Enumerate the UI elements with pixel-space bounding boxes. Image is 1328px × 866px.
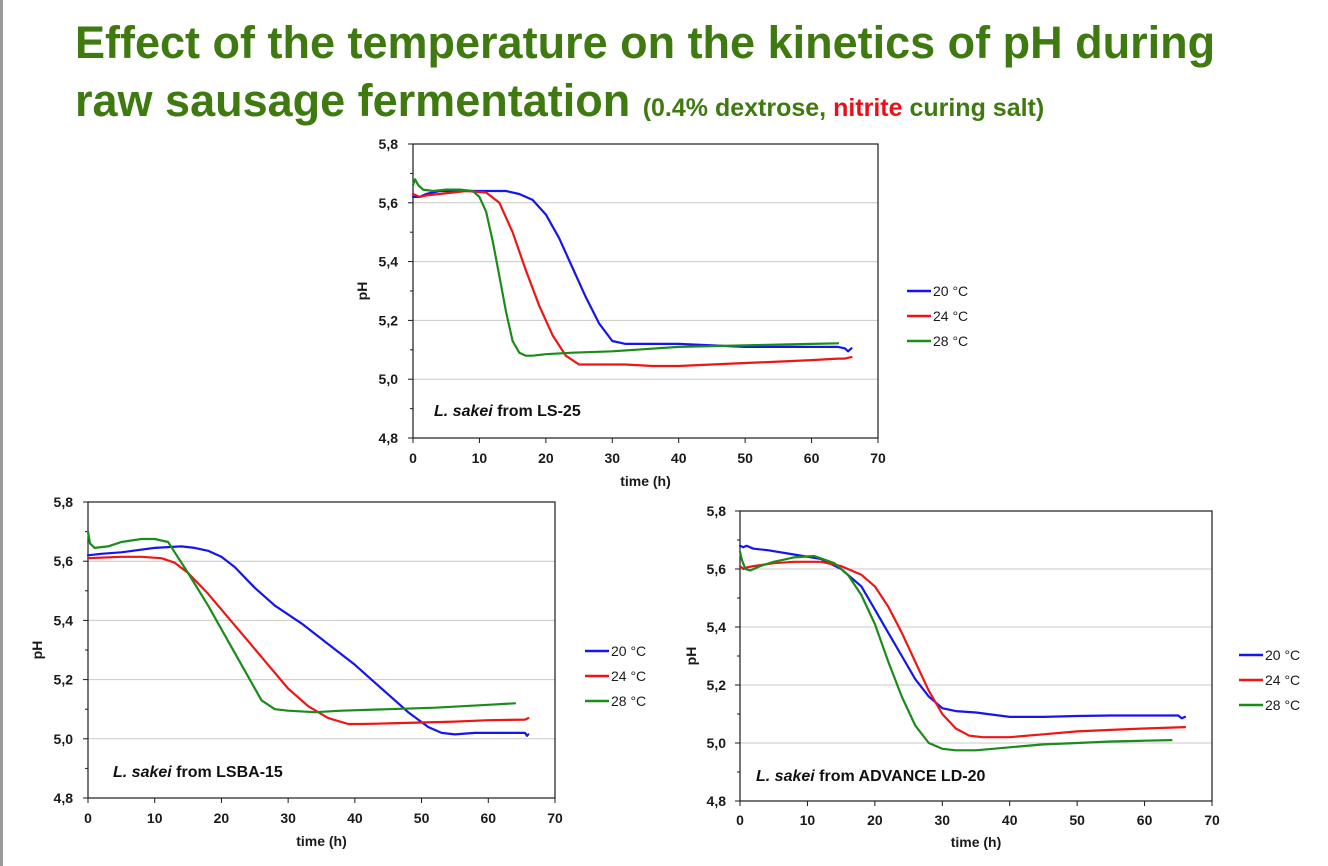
chart-2: 4,8 5,0 5,2 5,4 5,6 5,8 0 10 20 30 40 50 60 70 time (h…	[29, 494, 646, 849]
x-tick-label: 60	[480, 810, 496, 826]
x-tick-label: 60	[1137, 812, 1153, 828]
y-tick-label: 5,8	[54, 494, 74, 510]
y-tick-label: 5,6	[379, 195, 399, 211]
x-tick-label: 50	[414, 810, 430, 826]
x-tick-label: 10	[147, 810, 163, 826]
title-line-1: Effect of the temperature on the kinetic…	[75, 17, 1216, 68]
series-line-20c	[411, 189, 853, 353]
x-tick-label: 70	[870, 450, 886, 466]
x-tick-label: 70	[547, 810, 563, 826]
legend-label: 20 °C	[611, 643, 646, 659]
series-line-28c	[738, 550, 1173, 752]
y-tick-label: 5,4	[54, 612, 74, 628]
legend-label: 20 °C	[933, 283, 968, 299]
y-axis-label: pH	[354, 282, 370, 301]
slide-left-border	[0, 0, 3, 866]
y-tick-label: 5,4	[707, 619, 727, 635]
y-tick-label: 5,6	[54, 553, 74, 569]
y-tick-label: 5,8	[379, 136, 399, 152]
annotation-species: L. sakei	[434, 403, 493, 420]
y-axis-label: pH	[29, 641, 45, 660]
x-tick-label: 40	[347, 810, 363, 826]
x-axis-label: time (h)	[951, 834, 1002, 850]
x-tick-label: 0	[409, 450, 417, 466]
slide-title: Effect of the temperature on the kinetic…	[75, 14, 1315, 137]
y-tick-label: 4,8	[707, 793, 727, 809]
plot-frame	[739, 510, 1213, 802]
y-tick-label: 4,8	[54, 790, 74, 806]
title-line-2-main: raw sausage fermentation	[75, 75, 631, 126]
plot-frame	[87, 501, 556, 799]
chart-annotation: L. sakei from LSBA-15	[113, 764, 283, 781]
x-tick-label: 30	[280, 810, 296, 826]
legend: 20 °C 24 °C 28 °C	[585, 643, 646, 709]
x-tick-label: 10	[472, 450, 488, 466]
y-tick-label: 5,4	[379, 254, 399, 270]
chart-annotation: L. sakei from ADVANCE LD-20	[756, 768, 985, 785]
x-tick-label: 10	[800, 812, 816, 828]
x-tick-label: 30	[604, 450, 620, 466]
x-axis-label: time (h)	[620, 473, 671, 489]
plot-frame	[412, 143, 879, 439]
annotation-species: L. sakei	[113, 764, 172, 781]
y-tick-label: 5,2	[707, 677, 727, 693]
subtitle-open: (0.4% dextrose,	[642, 94, 834, 122]
legend-label: 20 °C	[1265, 647, 1300, 663]
y-tick-label: 5,8	[707, 503, 727, 519]
series-line-20c	[86, 545, 530, 737]
legend: 20 °C 24 °C 28 °C	[907, 283, 968, 349]
x-tick-label: 50	[737, 450, 753, 466]
y-tick-label: 5,2	[54, 672, 74, 688]
x-axis-label: time (h)	[296, 833, 347, 849]
series-line-20c	[738, 544, 1187, 720]
legend: 20 °C 24 °C 28 °C	[1239, 647, 1300, 713]
annotation-species: L. sakei	[756, 768, 815, 785]
x-tick-label: 0	[736, 812, 744, 828]
y-tick-label: 5,6	[707, 561, 727, 577]
series-line-28c	[411, 178, 840, 357]
y-tick-label: 5,0	[54, 731, 74, 747]
series-line-28c	[86, 530, 517, 714]
series-line-24c	[411, 189, 853, 368]
x-tick-label: 0	[84, 810, 92, 826]
legend-label: 24 °C	[611, 668, 646, 684]
chart-1: 4,8 5,0 5,2 5,4 5,6 5,8 0 10 20 30 40 50 60 70 time (h…	[354, 136, 968, 489]
x-tick-label: 60	[804, 450, 820, 466]
subtitle-close: curing salt)	[902, 94, 1045, 122]
series-line-24c	[86, 555, 530, 726]
x-tick-label: 70	[1204, 812, 1220, 828]
x-tick-label: 20	[538, 450, 554, 466]
x-tick-label: 30	[934, 812, 950, 828]
legend-label: 24 °C	[1265, 672, 1300, 688]
y-tick-label: 5,0	[707, 735, 727, 751]
x-tick-label: 20	[867, 812, 883, 828]
annotation-strain: from LSBA-15	[172, 764, 283, 781]
y-axis-label: pH	[683, 647, 699, 666]
chart-3: 4,8 5,0 5,2 5,4 5,6 5,8 0 10 20 30 40 50 60 70 time (h…	[683, 503, 1300, 850]
y-tick-label: 5,2	[379, 312, 399, 328]
legend-label: 28 °C	[611, 693, 646, 709]
legend-label: 28 °C	[933, 333, 968, 349]
y-tick-label: 4,8	[379, 430, 399, 446]
x-tick-label: 50	[1069, 812, 1085, 828]
chart-annotation: L. sakei from LS-25	[434, 403, 581, 420]
title-line-2: raw sausage fermentation (0.4% dextrose,…	[75, 72, 1315, 137]
annotation-strain: from ADVANCE LD-20	[815, 768, 986, 785]
x-tick-label: 40	[1002, 812, 1018, 828]
y-tick-label: 5,0	[379, 371, 399, 387]
x-tick-label: 20	[214, 810, 230, 826]
title-subtitle: (0.4% dextrose, nitrite curing salt)	[643, 94, 1045, 122]
x-tick-label: 40	[671, 450, 687, 466]
legend-label: 24 °C	[933, 308, 968, 324]
annotation-strain: from LS-25	[493, 403, 581, 420]
subtitle-nitrite: nitrite	[833, 94, 903, 122]
legend-label: 28 °C	[1265, 697, 1300, 713]
